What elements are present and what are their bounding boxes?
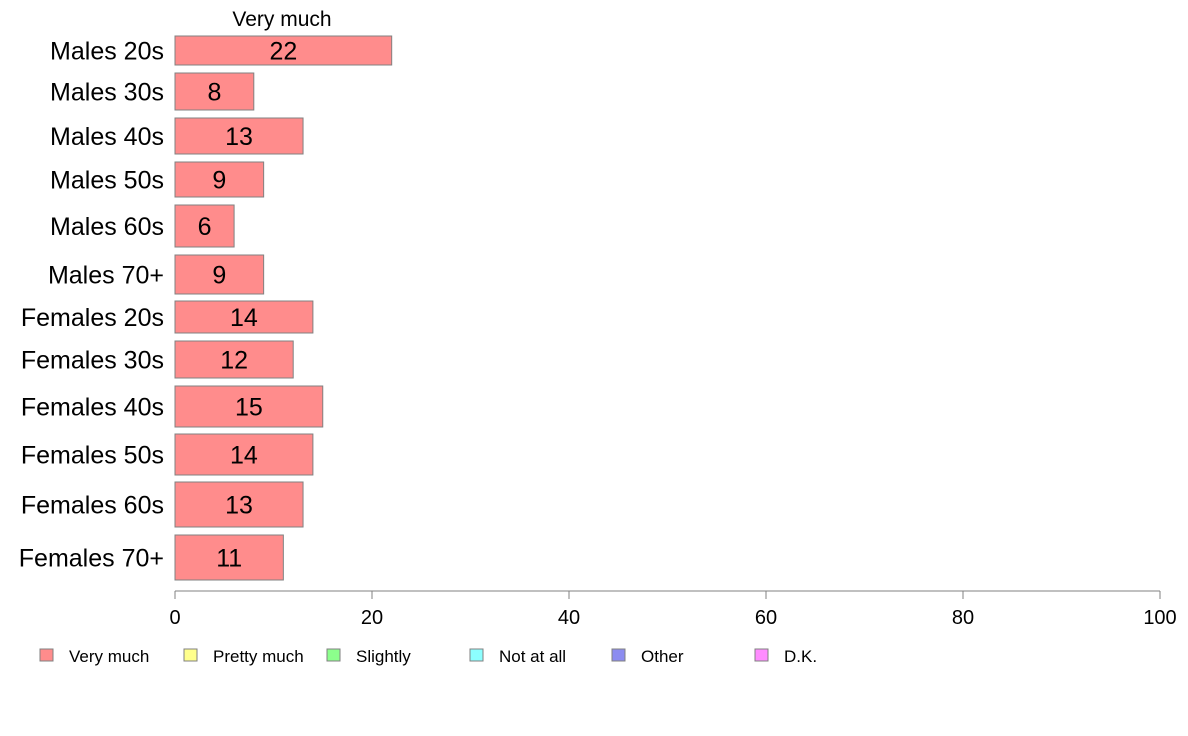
x-tick-label: 60 [755,607,777,629]
category-label: Males 40s [50,123,164,151]
legend-swatch [326,648,341,662]
legend-label: Not at all [499,647,566,666]
category-label: Females 30s [21,347,164,375]
x-tick-label: 100 [1143,607,1176,629]
category-label: Females 70+ [19,545,164,573]
data-label: 6 [198,213,212,241]
series-header: Very much [232,8,331,31]
legend-swatch [754,648,769,662]
legend-swatch [469,648,484,662]
data-label: 13 [225,492,253,520]
data-label: 14 [230,442,258,470]
x-tick-label: 40 [558,607,580,629]
legend-label: D.K. [784,647,817,666]
data-label: 13 [225,123,253,151]
category-label: Females 20s [21,304,164,332]
data-label: 8 [207,79,221,107]
bar-females-40s [174,385,324,428]
data-label: 22 [269,38,297,66]
bar-females-30s [174,340,294,379]
x-tick-label: 0 [169,607,180,629]
legend-swatch [611,648,626,662]
data-label: 14 [230,304,258,332]
bar-females-60s [174,481,304,528]
data-label: 9 [212,262,226,290]
bar-females-50s [174,433,314,476]
category-label: Males 20s [50,38,164,66]
data-label: 12 [220,347,248,375]
category-label: Females 40s [21,394,164,422]
category-label: Males 30s [50,79,164,107]
bar-females-70 [174,534,284,581]
category-label: Males 50s [50,167,164,195]
x-tick-label: 20 [361,607,383,629]
bar-males-60s [174,204,235,248]
category-label: Males 70+ [48,262,164,290]
x-tick-label: 80 [952,607,974,629]
category-label: Females 50s [21,442,164,470]
legend-label: Other [641,647,684,666]
bar-males-50s [174,161,265,198]
bar-males-70 [174,254,265,295]
data-label: 15 [235,394,263,422]
bar-males-20s [174,35,393,66]
legend-label: Slightly [356,647,411,666]
legend-swatch [183,648,198,662]
bar-males-40s [174,117,304,155]
legend-swatch [39,648,54,662]
bar-males-30s [174,72,255,111]
data-label: 9 [212,167,226,195]
legend-label: Very much [69,647,149,666]
category-label: Males 60s [50,213,164,241]
bar-females-20s [174,300,314,334]
data-label: 11 [216,545,242,573]
category-label: Females 60s [21,492,164,520]
legend-label: Pretty much [213,647,304,666]
